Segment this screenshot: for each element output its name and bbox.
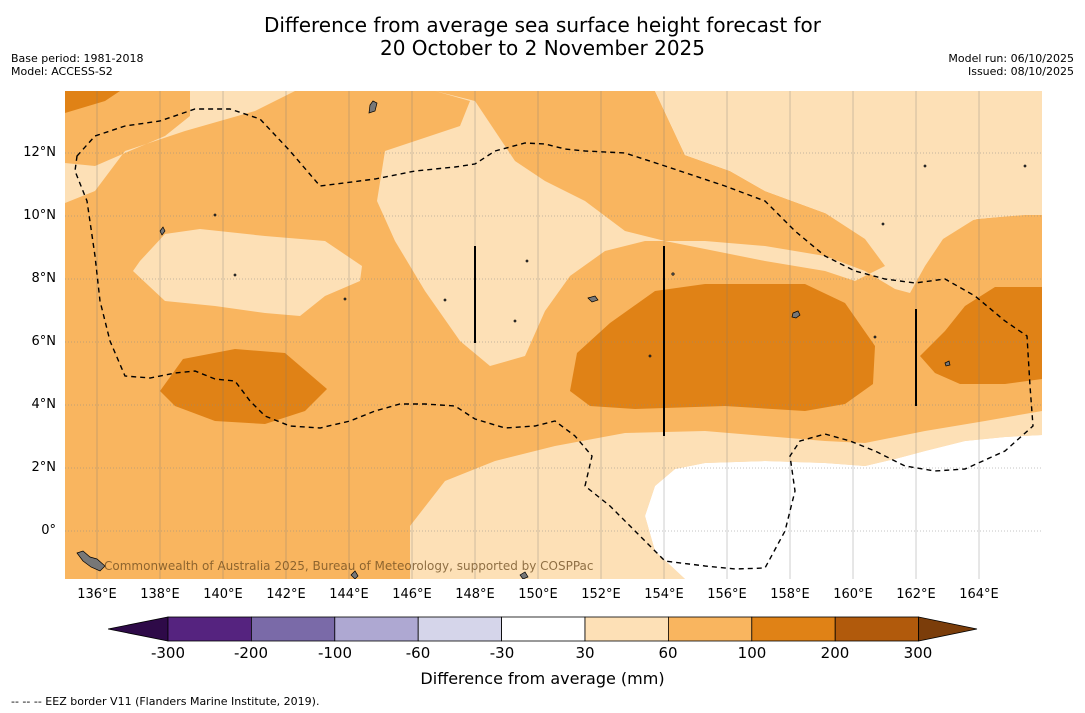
colorbar-bin-4 [417,616,503,642]
island-south-1 [350,570,359,579]
base-period: Base period: 1981-2018 [11,52,144,65]
lon-label-138e: 138°E [140,587,180,602]
island-east [944,360,951,367]
lon-label-136e: 136°E [77,587,117,602]
colorbar-tick-n30: -30 [489,644,515,662]
metadata-right: Model run: 06/10/2025 Issued: 08/10/2025 [948,52,1074,78]
island-chuuk [791,310,801,319]
colorbar-tick-100: 100 [737,644,767,662]
light-band-south [410,411,1042,579]
grid-lines [65,152,1042,532]
map-panel [65,91,1042,579]
lat-label-12n: 12°N [23,145,56,160]
lon-label-150e: 150°E [518,587,558,602]
boundary-segments [474,246,917,436]
eez-footnote: -- -- -- EEZ border V11 (Flanders Marine… [11,695,320,708]
copyright-notice: Commonwealth of Australia 2025, Bureau o… [104,559,594,573]
lat-label-4n: 4°N [31,397,57,412]
light-patch-west [133,229,362,316]
colorbar-tick-300: 300 [903,644,933,662]
lat-label-10n: 10°N [23,208,56,223]
light-band-north [190,91,1042,366]
sea-level-map [65,91,1042,579]
light-band-northwest [65,91,295,203]
colorbar-tick-n300: -300 [150,644,186,662]
island-south-2 [519,571,529,579]
lon-label-162e: 162°E [896,587,936,602]
colorbar-tick-n60: -60 [405,644,431,662]
issued-date: Issued: 08/10/2025 [967,65,1074,78]
colorbar-extend-low [108,616,169,642]
grid-meridians [96,91,980,579]
map-title: Difference from average sea surface heig… [0,14,1085,60]
lat-label-8n: 8°N [31,271,57,286]
lon-label-152e: 152°E [581,587,621,602]
title-line-2: 20 October to 2 November 2025 [379,36,706,60]
neutral-region-south [645,435,1042,579]
metadata-left: Base period: 1981-2018 Model: ACCESS-S2 [11,52,143,78]
colorbar-tick-n200: -200 [233,644,269,662]
lat-label-6n: 6°N [31,334,57,349]
colorbar-bin-8 [751,616,836,642]
lon-label-158e: 158°E [770,587,810,602]
colorbar-tick-n100: -100 [317,644,353,662]
lon-label-154e: 154°E [644,587,684,602]
lat-label-0: 0° [41,523,56,538]
colorbar-tick-200: 200 [820,644,850,662]
dark-patch-corner [65,91,120,113]
model-name: Model: ACCESS-S2 [11,65,113,78]
title-line-1: Difference from average sea surface heig… [263,13,822,37]
lat-label-2n: 2°N [31,460,57,475]
lon-label-142e: 142°E [266,587,306,602]
island-pohnpei-region [587,295,599,303]
colorbar-bin-7 [668,616,753,642]
colorbar-title: Difference from average (mm) [420,669,665,688]
model-run: Model run: 06/10/2025 [948,52,1074,65]
colorbar-bin-6 [584,616,669,642]
colorbar-extend-high [918,616,978,642]
colorbar-tick-30: 30 [575,644,595,662]
lon-label-148e: 148°E [455,587,495,602]
islands [76,100,1027,579]
colorbar-bin-3 [334,616,419,642]
colorbar [108,616,978,642]
colorbar-bin-1 [167,616,252,642]
lon-label-140e: 140°E [203,587,243,602]
dark-patch-west [160,349,327,424]
lon-label-164e: 164°E [959,587,999,602]
island-southwest [76,550,106,572]
island-palau [368,100,378,114]
colorbar-bin-5 [501,616,586,642]
colorbar-bin-9 [834,616,920,642]
lon-label-160e: 160°E [833,587,873,602]
lon-label-146e: 146°E [392,587,432,602]
colorbar-tick-60: 60 [658,644,678,662]
island-west [159,226,166,236]
lon-label-156e: 156°E [707,587,747,602]
dark-patch-east [920,287,1042,384]
colorbar-bin-2 [250,616,336,642]
lon-label-144e: 144°E [329,587,369,602]
